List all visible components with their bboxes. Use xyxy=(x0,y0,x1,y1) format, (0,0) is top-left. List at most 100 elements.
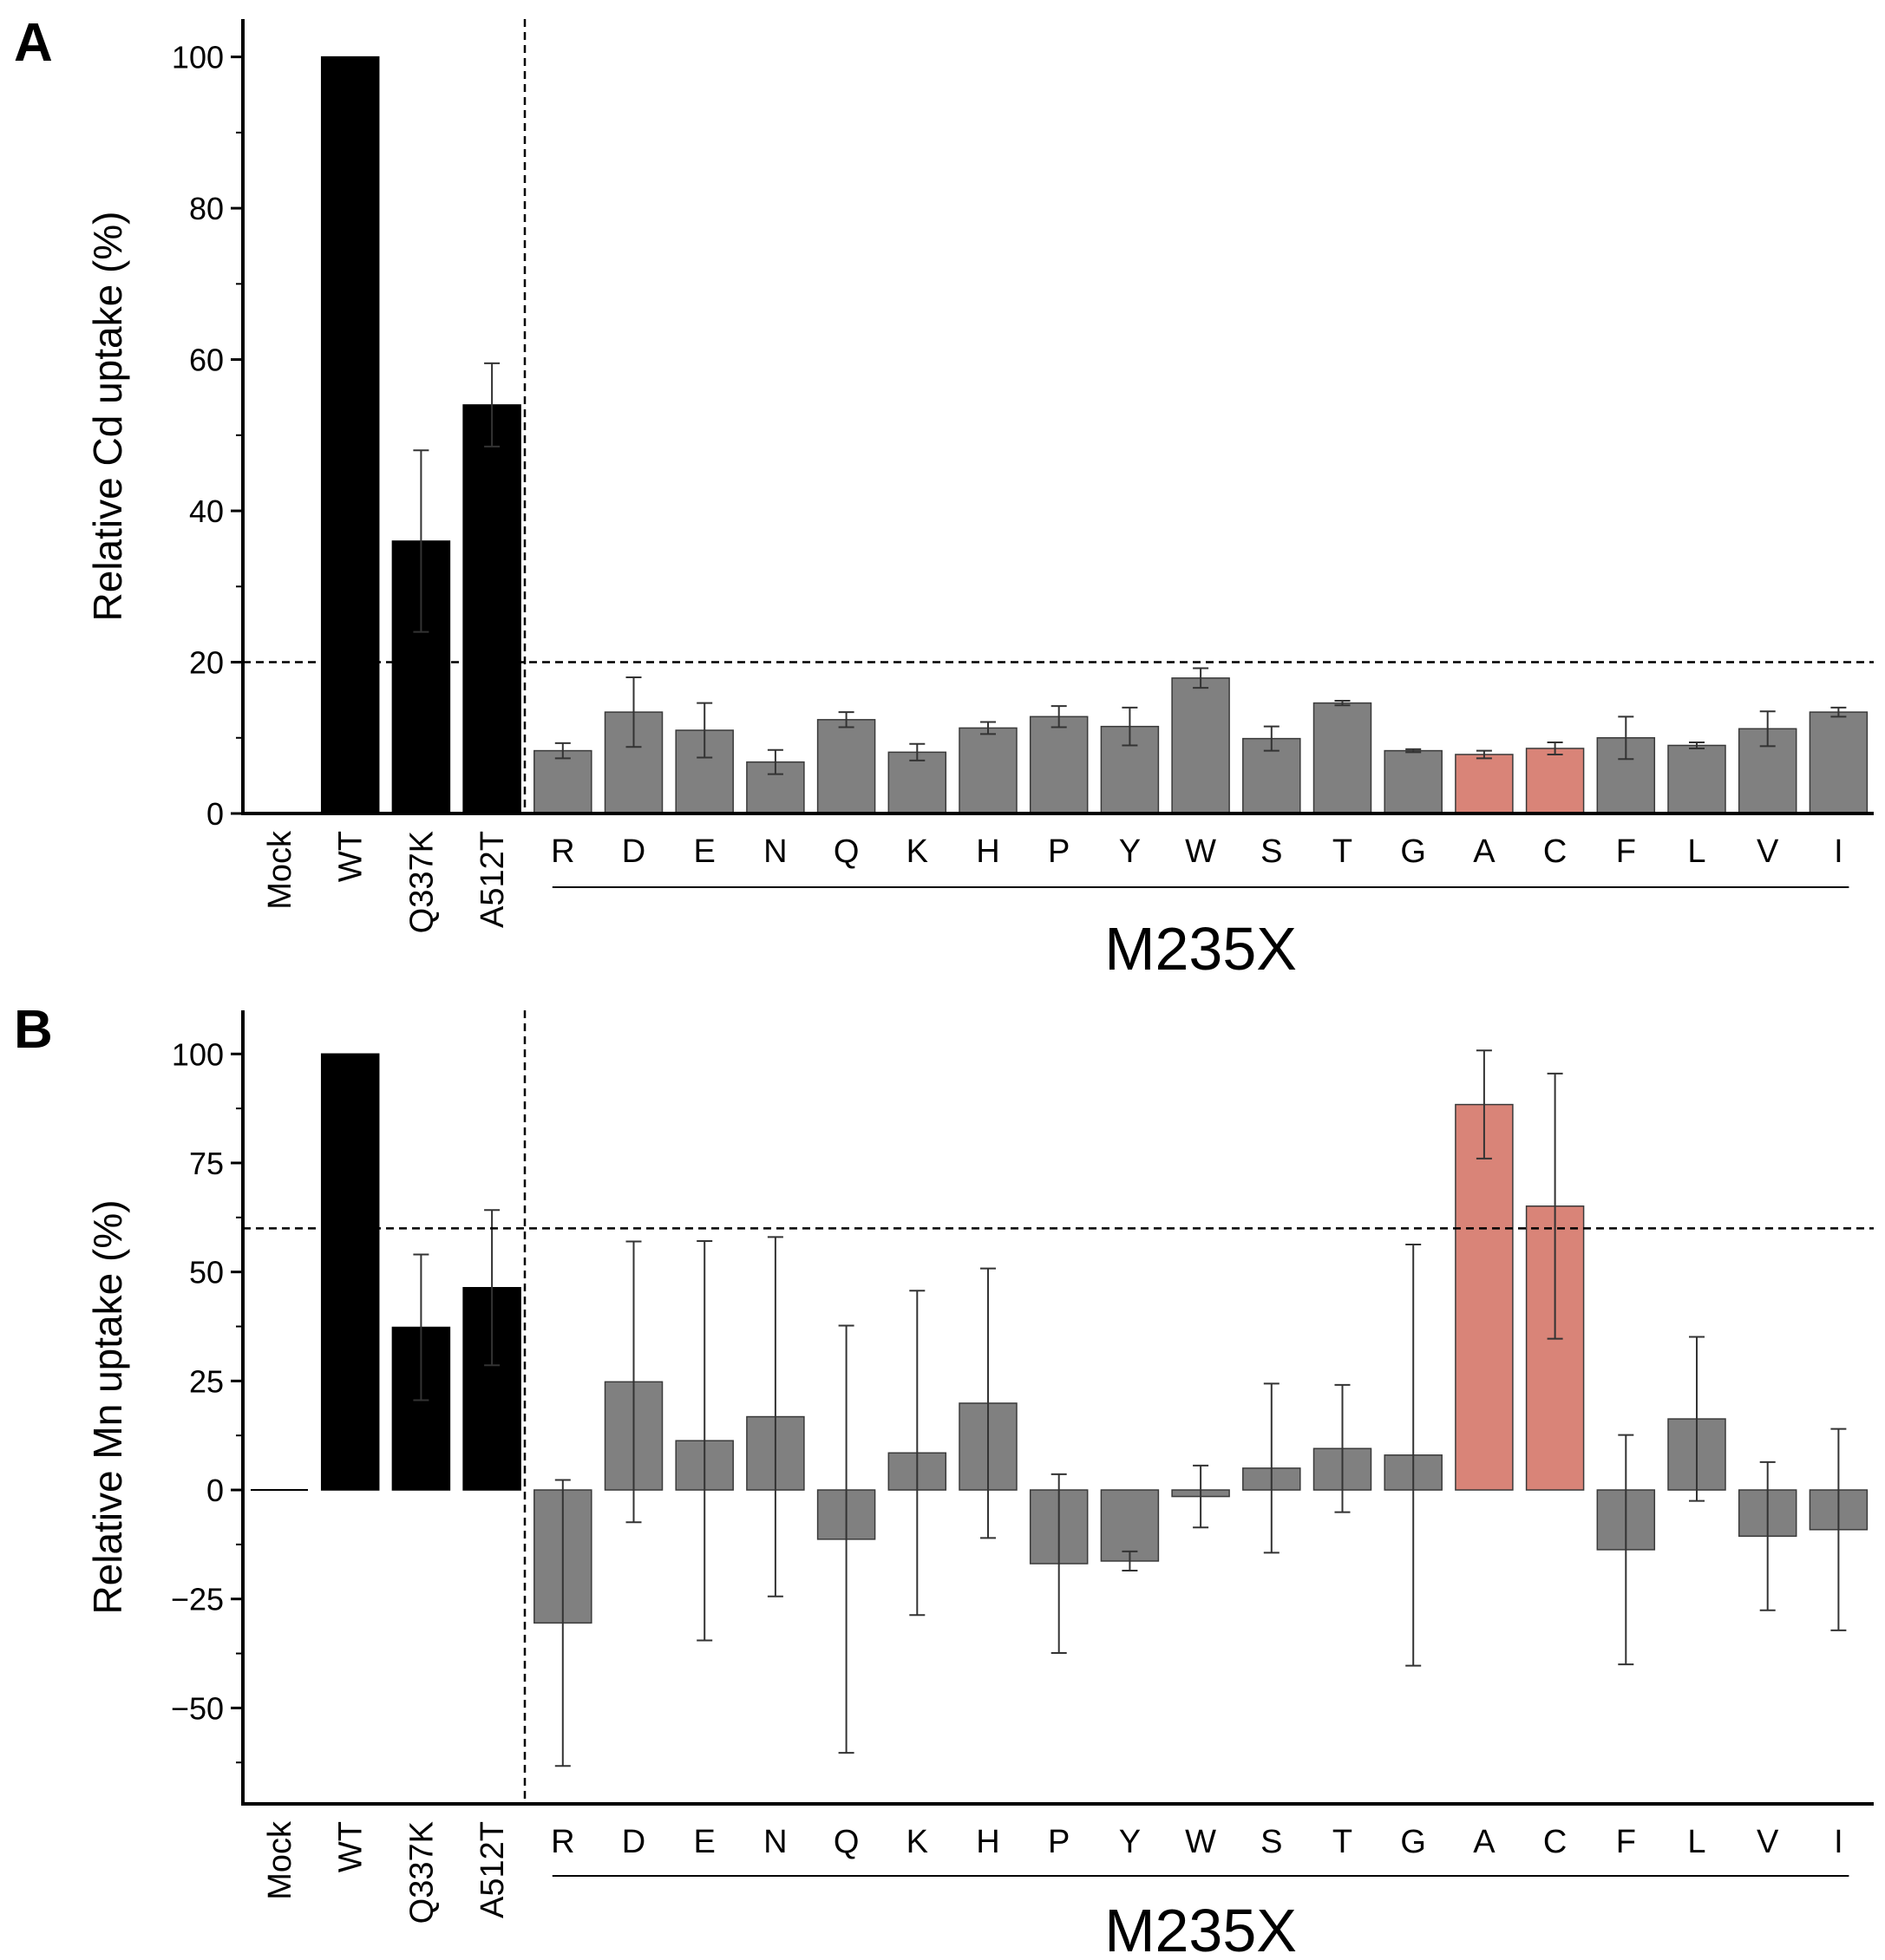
x-tick-label: N xyxy=(763,833,787,870)
bar xyxy=(746,761,805,814)
error-bar xyxy=(1689,741,1705,749)
bar xyxy=(320,56,380,814)
error-bar xyxy=(1618,715,1634,761)
error-bar xyxy=(1618,1434,1634,1666)
bar xyxy=(533,749,592,814)
error-bar xyxy=(1122,1550,1138,1572)
y-tick-label: 40 xyxy=(189,493,224,529)
error-bar xyxy=(1263,1382,1280,1554)
error-bar xyxy=(1405,748,1422,754)
x-tick-label: E xyxy=(694,833,716,870)
x-tick-label: D xyxy=(622,1824,645,1860)
x-tick-label: S xyxy=(1260,1824,1282,1860)
error-bar xyxy=(1689,1336,1705,1502)
x-tick-label: Q337K xyxy=(403,831,440,933)
x-tick-label: L xyxy=(1687,1824,1705,1860)
error-bar xyxy=(1193,1464,1209,1529)
y-tick-label: 50 xyxy=(189,1255,224,1290)
x-tick-label: Mock xyxy=(262,830,298,910)
error-bar xyxy=(625,676,642,748)
bar xyxy=(887,751,947,814)
x-tick-label: A512T xyxy=(475,831,511,928)
error-bar xyxy=(909,742,926,761)
error-bar xyxy=(484,1209,501,1367)
x-tick-label: R xyxy=(551,833,574,870)
x-tick-label: Y xyxy=(1119,833,1141,870)
x-tick-label: Q xyxy=(834,1824,860,1860)
panel-b: B Relative Mn uptake (%) −50 −25 0 25 50 75 100 M… xyxy=(14,1000,1874,1960)
bar xyxy=(1455,754,1514,814)
x-tick-label: H xyxy=(976,1824,999,1860)
x-tick-label: T xyxy=(1332,833,1352,870)
y-tick-label: 100 xyxy=(172,1036,224,1072)
y-tick-label: 80 xyxy=(189,191,224,226)
y-tick-label: 60 xyxy=(189,343,224,378)
y-tick-label: −50 xyxy=(171,1690,224,1726)
error-bar xyxy=(1476,749,1492,760)
error-bar xyxy=(1263,725,1280,752)
bar xyxy=(1455,1103,1514,1491)
error-bar xyxy=(1122,706,1138,747)
x-tick-label: H xyxy=(976,833,999,870)
error-bar xyxy=(554,1479,571,1767)
x-tick-label: G xyxy=(1400,1824,1426,1860)
bar xyxy=(959,727,1018,814)
x-tick-label: E xyxy=(694,1824,716,1860)
x-tick-label: T xyxy=(1332,1824,1352,1860)
x-tick-label: K xyxy=(907,1824,928,1860)
x-tick-label: N xyxy=(763,1824,787,1860)
y-tick-label: 75 xyxy=(189,1146,224,1181)
x-tick-label: S xyxy=(1260,833,1282,870)
error-bar xyxy=(1476,1049,1492,1160)
error-bar xyxy=(980,1267,996,1539)
bar xyxy=(1312,702,1372,814)
error-bar xyxy=(909,1290,926,1617)
error-bar xyxy=(1405,1243,1422,1667)
error-bar xyxy=(1050,705,1067,728)
error-bar xyxy=(1830,1428,1847,1631)
error-bar xyxy=(554,742,571,760)
x-tick-label: A xyxy=(1473,833,1496,870)
error-bar xyxy=(767,1236,783,1597)
bar xyxy=(1100,1489,1160,1562)
bar xyxy=(1171,677,1230,814)
panel-letter: A xyxy=(14,13,53,73)
error-bar xyxy=(1547,741,1563,755)
x-tick-label: WT xyxy=(333,1821,370,1872)
x-tick-label: F xyxy=(1616,1824,1636,1860)
x-tick-label: Mock xyxy=(262,1820,298,1900)
y-tick-label: 100 xyxy=(172,40,224,75)
error-bar xyxy=(484,362,501,448)
x-tick-label: WT xyxy=(333,831,370,882)
x-tick-label: I xyxy=(1834,833,1843,870)
bar xyxy=(1809,711,1869,814)
x-tick-label: D xyxy=(622,833,645,870)
x-tick-label: R xyxy=(551,1824,574,1860)
error-bar xyxy=(1759,710,1776,748)
group-label: M235X xyxy=(1104,915,1297,983)
bar xyxy=(462,404,521,814)
x-tick-label: G xyxy=(1400,833,1426,870)
x-tick-label: P xyxy=(1048,1824,1070,1860)
bar xyxy=(1384,749,1443,814)
x-tick-label: Y xyxy=(1119,1824,1141,1860)
x-tick-label: V xyxy=(1757,833,1779,870)
bar xyxy=(1667,744,1726,814)
x-tick-label: K xyxy=(907,833,928,870)
bar xyxy=(1029,715,1089,814)
x-tick-label: L xyxy=(1687,833,1705,870)
x-tick-label: W xyxy=(1185,833,1216,870)
x-tick-label: W xyxy=(1185,1824,1216,1860)
error-bar xyxy=(838,711,854,728)
y-axis-title: Relative Cd uptake (%) xyxy=(85,212,130,622)
x-tick-label: Q337K xyxy=(403,1821,440,1924)
y-axis-title: Relative Mn uptake (%) xyxy=(85,1199,130,1614)
error-bar xyxy=(413,1253,429,1401)
x-tick-label: C xyxy=(1543,833,1567,870)
error-bar xyxy=(1193,667,1209,689)
y-tick-label: −25 xyxy=(171,1582,224,1617)
error-bar xyxy=(697,702,713,759)
error-bar xyxy=(625,1240,642,1524)
